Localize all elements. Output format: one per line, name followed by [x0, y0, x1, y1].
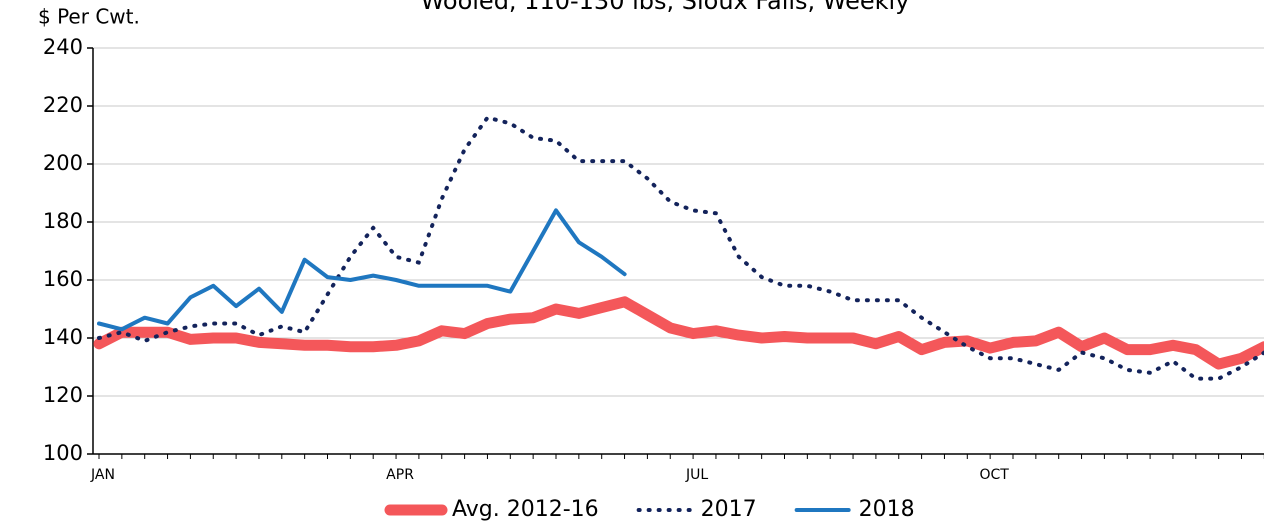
y-tick-label: 120 — [43, 383, 83, 407]
y-tick-label: 140 — [43, 325, 83, 349]
y-tick-label: 100 — [43, 441, 83, 465]
series-line — [93, 296, 1264, 370]
chart-title: Wooled, 110-130 lbs, Sioux Falls, Weekly — [421, 0, 910, 15]
x-tick-label: JAN — [90, 467, 115, 483]
y-tick-label: 160 — [43, 267, 83, 291]
y-tick-label: 180 — [43, 209, 83, 233]
y-tick-label: 200 — [43, 151, 83, 175]
legend-label: 2018 — [859, 497, 915, 522]
legend-label: 2017 — [701, 497, 757, 522]
y-axis-label: $ Per Cwt. — [38, 5, 140, 29]
x-tick-label: OCT — [979, 467, 1009, 483]
y-tick-label: 220 — [43, 93, 83, 117]
x-tick-label: JUL — [685, 467, 708, 483]
legend-label: Avg. 2012-16 — [452, 497, 599, 522]
series-line — [97, 208, 627, 332]
y-tick-label: 240 — [43, 35, 83, 59]
x-tick-label: APR — [386, 467, 414, 483]
